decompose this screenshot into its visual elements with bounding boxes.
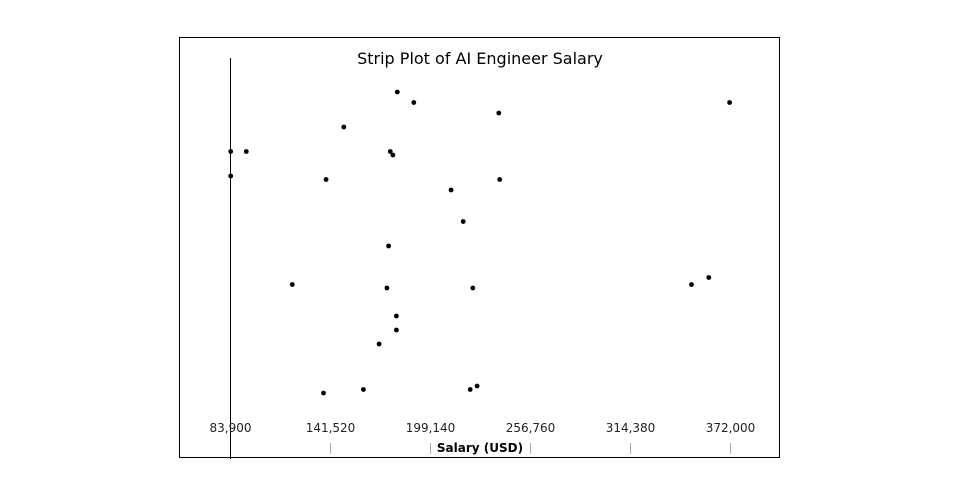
data-point bbox=[386, 243, 391, 249]
x-tick-labels: 83,900 141,520 199,140 256,760 314,380 372,00… bbox=[210, 421, 756, 435]
x-tick-label: 199,140 bbox=[406, 421, 456, 435]
data-point bbox=[460, 219, 466, 224]
data-point bbox=[228, 173, 234, 179]
data-point bbox=[243, 149, 249, 154]
strip-plot-chart: Strip Plot of AI Engineer Salary 83,900 1… bbox=[210, 49, 756, 459]
chart-frame: Strip Plot of AI Engineer Salary 83,900 1… bbox=[179, 37, 780, 459]
data-point bbox=[394, 89, 400, 95]
data-point bbox=[228, 149, 234, 154]
x-tick-label: 256,760 bbox=[506, 421, 556, 435]
data-point bbox=[706, 275, 712, 280]
data-point bbox=[376, 341, 382, 347]
data-points bbox=[228, 89, 732, 396]
data-point bbox=[496, 110, 502, 116]
data-point bbox=[394, 313, 399, 319]
data-point bbox=[394, 327, 399, 333]
data-point bbox=[323, 177, 329, 182]
x-tick-label: 372,000 bbox=[706, 421, 756, 435]
data-point bbox=[448, 187, 454, 193]
data-point bbox=[470, 285, 476, 291]
data-point bbox=[411, 100, 417, 105]
data-point bbox=[361, 387, 366, 392]
data-point bbox=[321, 390, 326, 396]
data-point bbox=[497, 177, 503, 182]
data-point bbox=[387, 149, 393, 154]
x-tick-marks bbox=[330, 443, 731, 454]
data-point bbox=[390, 152, 396, 158]
data-point bbox=[384, 285, 390, 291]
x-axis-label: Salary (USD) bbox=[437, 441, 523, 455]
data-point bbox=[689, 282, 694, 287]
x-tick-label: 141,520 bbox=[306, 421, 356, 435]
data-point bbox=[727, 100, 732, 105]
data-point bbox=[341, 124, 347, 130]
data-point bbox=[289, 282, 295, 287]
data-point bbox=[474, 383, 480, 389]
chart-title: Strip Plot of AI Engineer Salary bbox=[357, 49, 603, 68]
data-point bbox=[467, 387, 473, 392]
x-tick-label: 83,900 bbox=[210, 421, 252, 435]
x-tick-label: 314,380 bbox=[606, 421, 656, 435]
